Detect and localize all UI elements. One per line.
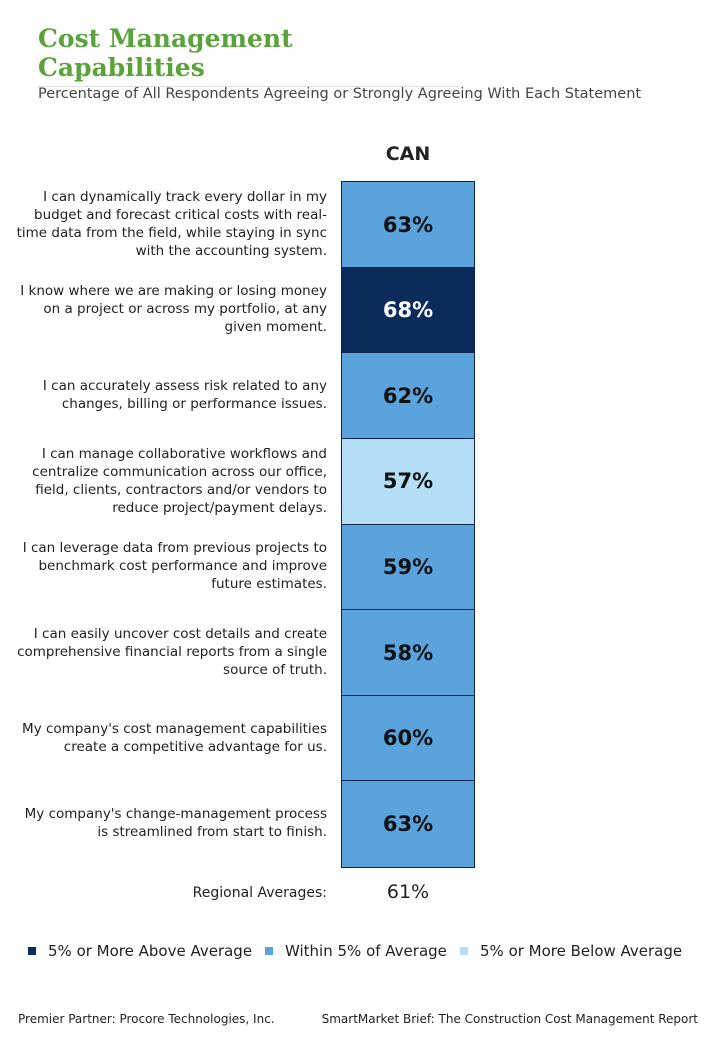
value-label: 62% xyxy=(382,383,434,408)
value-label: 58% xyxy=(382,640,434,665)
legend-swatch xyxy=(28,947,36,955)
footer-left: Premier Partner: Procore Technologies, I… xyxy=(18,1012,275,1026)
chart-title: Cost Management Capabilities xyxy=(38,24,460,87)
heat-cell: 60% xyxy=(341,694,475,782)
statement: I can manage collaborative workflows and… xyxy=(32,445,327,516)
statement: I know where we are making or losing mon… xyxy=(20,283,327,336)
legend-item: 5% or More Above Average xyxy=(28,942,252,960)
legend-label: Within 5% of Average xyxy=(285,942,447,960)
statement: I can dynamically track every dollar in … xyxy=(16,188,327,259)
statement: I can leverage data from previous projec… xyxy=(22,540,327,593)
statement: I can accurately assess risk related to … xyxy=(42,378,327,413)
legend-item: 5% or More Below Average xyxy=(460,942,682,960)
heat-cell: 62% xyxy=(341,352,475,440)
value-label: 63% xyxy=(382,212,434,237)
heat-cell: 63% xyxy=(341,181,475,269)
value-label: 63% xyxy=(382,811,434,836)
legend-item: Within 5% of Average xyxy=(265,942,447,960)
heat-cell: 63% xyxy=(341,780,475,868)
heat-cell: 58% xyxy=(341,609,475,697)
statement: I can easily uncover cost details and cr… xyxy=(17,625,327,678)
footer-right: SmartMarket Brief: The Construction Cost… xyxy=(321,1012,698,1026)
heat-cell: 57% xyxy=(341,437,475,525)
value-label: 57% xyxy=(382,469,434,494)
legend-swatch xyxy=(265,947,273,955)
value-label: 59% xyxy=(382,555,434,580)
heat-cell: 59% xyxy=(341,523,475,611)
legend-label: 5% or More Below Average xyxy=(480,942,683,960)
value-label: 60% xyxy=(382,726,434,751)
statement: My company's cost management capabilitie… xyxy=(22,720,327,755)
legend-swatch xyxy=(460,947,468,955)
value-label: 68% xyxy=(382,298,434,323)
heat-cell: 68% xyxy=(341,266,475,354)
column-header: CAN xyxy=(385,143,431,165)
statement: My company's change-management process i… xyxy=(24,806,327,841)
average-value: 61% xyxy=(386,881,430,903)
chart-subtitle: Percentage of All Respondents Agreeing o… xyxy=(38,86,642,102)
average-label: Regional Averages: xyxy=(192,885,327,901)
legend-label: 5% or More Above Average xyxy=(48,942,253,960)
